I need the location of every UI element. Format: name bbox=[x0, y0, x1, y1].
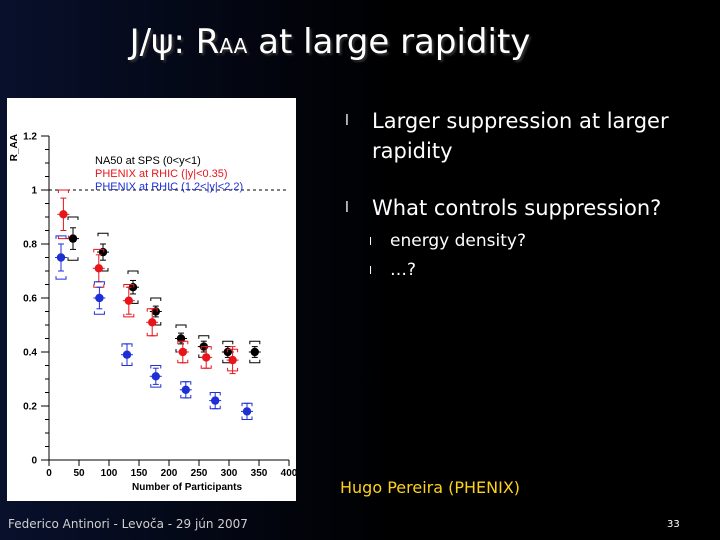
slide-footer: Federico Antinori - Levoča - 29 jún 2007 bbox=[8, 517, 248, 531]
sub-bullet-marker: l bbox=[369, 235, 373, 248]
bullet-item: l Larger suppression at larger rapidity bbox=[345, 106, 705, 166]
slide-title: J/ψ: RAA at large rapidity bbox=[0, 22, 660, 62]
x-tick-label: 100 bbox=[101, 468, 118, 479]
x-tick-label: 250 bbox=[191, 468, 208, 479]
sub-bullet-text: …? bbox=[390, 260, 417, 280]
legend-entry: PHENIX at RHIC (1.2<|y|<2.2) bbox=[95, 181, 243, 193]
y-tick-label: 0 bbox=[31, 456, 37, 467]
systematic-bracket bbox=[67, 216, 79, 261]
data-point bbox=[128, 283, 138, 292]
systematic-bracket bbox=[150, 365, 162, 388]
data-point bbox=[178, 347, 187, 357]
data-point bbox=[94, 264, 104, 273]
y-tick-label: 0.4 bbox=[23, 348, 37, 359]
sub-bullet-item: l energy density? bbox=[345, 227, 705, 256]
legend-entry: PHENIX at RHIC (|y|<0.35) bbox=[95, 168, 228, 180]
data-point bbox=[124, 296, 133, 305]
data-point bbox=[59, 210, 68, 219]
y-tick-label: 1.2 bbox=[23, 132, 37, 143]
x-tick-label: 50 bbox=[73, 468, 85, 479]
title-subscript: AA bbox=[219, 34, 248, 58]
data-point bbox=[176, 334, 186, 343]
data-point bbox=[202, 353, 211, 362]
data-point bbox=[68, 234, 78, 243]
chart-panel: 0 0.2 0.4 0.6 0.8 1 1.2 0 50 100 150 200 250 300 350 40… bbox=[7, 98, 296, 501]
bullet-item: l What controls suppression? bbox=[345, 193, 705, 223]
bullet-marker: l bbox=[345, 113, 349, 129]
title-main: J/ψ: R bbox=[129, 22, 220, 62]
page-number: 33 bbox=[667, 519, 680, 530]
x-tick-label: 300 bbox=[221, 468, 238, 479]
y-tick-label: 1 bbox=[31, 186, 37, 197]
y-tick-label: 0.8 bbox=[23, 240, 37, 251]
data-point bbox=[151, 372, 160, 381]
title-rest: at large rapidity bbox=[247, 22, 531, 62]
sub-bullet-item: l …? bbox=[345, 256, 705, 285]
sub-bullet-marker: l bbox=[369, 264, 373, 277]
x-tick-label: 350 bbox=[251, 468, 268, 479]
data-point bbox=[98, 247, 108, 257]
source-credit: Hugo Pereira (PHENIX) bbox=[340, 478, 521, 497]
x-axis-label: Number of Participants bbox=[132, 482, 242, 493]
systematic-bracket bbox=[249, 340, 261, 364]
y-tick-label: 0.6 bbox=[23, 294, 37, 305]
sub-bullet-text: energy density? bbox=[390, 231, 526, 251]
data-point bbox=[250, 347, 259, 357]
x-tick-label: 0 bbox=[46, 468, 52, 479]
raa-chart: 0 0.2 0.4 0.6 0.8 1 1.2 0 50 100 150 200 250 300 350 40… bbox=[9, 132, 296, 494]
data-point bbox=[242, 407, 252, 416]
x-tick-label: 400 bbox=[281, 468, 296, 479]
systematic-bracket bbox=[123, 284, 135, 318]
systematic-bracket bbox=[93, 281, 105, 315]
bullet-text: What controls suppression? bbox=[372, 196, 662, 220]
x-tick-label: 150 bbox=[131, 468, 148, 479]
bullet-text: Larger suppression at larger rapidity bbox=[372, 109, 669, 163]
data-point bbox=[148, 318, 157, 327]
y-tick-label: 0.2 bbox=[23, 402, 37, 413]
data-point bbox=[151, 307, 160, 316]
bullet-marker: l bbox=[345, 200, 349, 216]
systematic-bracket bbox=[57, 189, 69, 240]
y-axis-label: R_AA bbox=[9, 134, 20, 161]
data-point bbox=[228, 355, 237, 365]
bullet-list: l Larger suppression at larger rapidity … bbox=[345, 106, 705, 285]
data-point bbox=[181, 385, 190, 394]
data-point bbox=[56, 253, 66, 262]
data-point bbox=[211, 396, 220, 405]
x-tick-label: 200 bbox=[161, 468, 178, 479]
data-point bbox=[122, 350, 132, 359]
legend-entry: NA50 at SPS (0<y<1) bbox=[95, 155, 201, 167]
data-point bbox=[95, 293, 104, 303]
systematic-bracket bbox=[55, 235, 67, 280]
